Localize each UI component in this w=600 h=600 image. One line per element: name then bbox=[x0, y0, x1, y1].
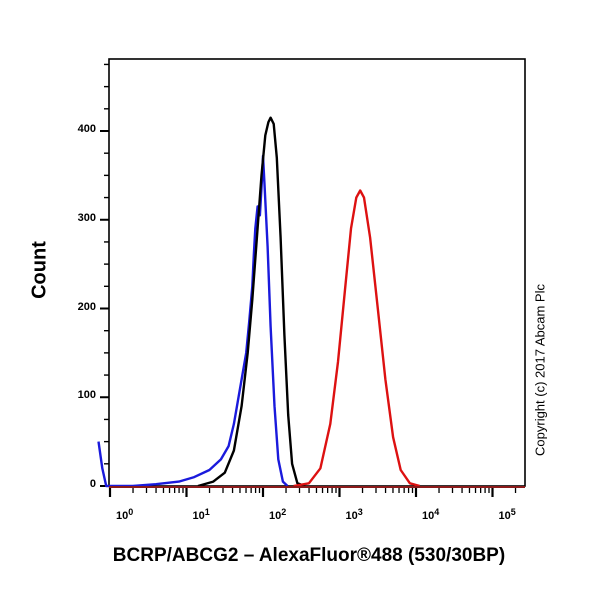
x-tick-label: 101 bbox=[192, 507, 210, 522]
x-tick-label: 103 bbox=[345, 507, 363, 522]
y-axis-ticks bbox=[100, 63, 109, 487]
x-tick-label: 105 bbox=[498, 507, 516, 522]
y-tick-label: 100 bbox=[77, 389, 96, 402]
x-axis-label: BCRP/ABCG2 – AlexaFluor®488 (530/30BP) bbox=[112, 545, 506, 566]
x-tick-label: 102 bbox=[269, 507, 287, 522]
y-tick-label: 0 bbox=[89, 478, 96, 490]
y-axis-label: Count bbox=[28, 241, 51, 299]
series-line-1 bbox=[197, 116, 306, 488]
series-line-2 bbox=[293, 189, 421, 488]
x-tick-label: 100 bbox=[116, 507, 134, 522]
x-tick-label: 104 bbox=[422, 507, 440, 522]
x-axis-ticks bbox=[108, 487, 517, 497]
y-tick-label: 200 bbox=[77, 300, 96, 313]
copyright-notice: Copyright (c) 2017 Abcam Plc bbox=[532, 284, 548, 456]
y-tick-label: 400 bbox=[77, 123, 96, 135]
histogram-series bbox=[97, 116, 421, 488]
y-tick-label: 300 bbox=[77, 211, 96, 224]
plot-frame bbox=[108, 58, 526, 487]
